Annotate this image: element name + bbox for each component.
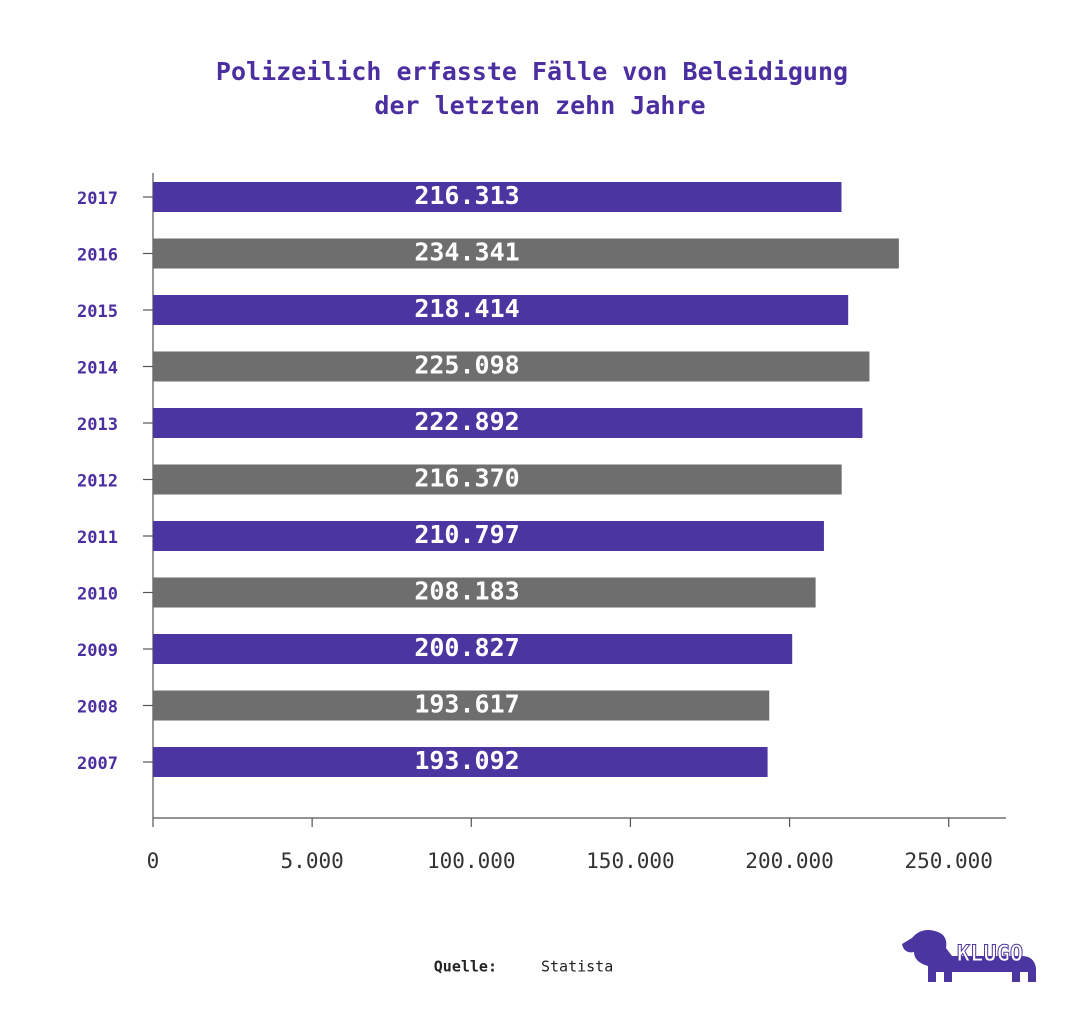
value-label: 193.617 [414, 690, 519, 719]
y-tick-label: 2016 [77, 246, 118, 266]
y-tick-label: 2009 [77, 641, 118, 661]
x-tick-label: 5.000 [281, 849, 344, 873]
bar [153, 408, 863, 438]
y-tick-label: 2015 [77, 302, 118, 322]
chart-title: Polizeilich erfasste Fälle von Beleidigu… [216, 57, 848, 86]
bar [153, 238, 899, 269]
value-label: 216.313 [414, 181, 519, 210]
logo: KLUGO [902, 930, 1036, 982]
y-tick-label: 2012 [77, 472, 118, 492]
logo-text: KLUGO [957, 942, 1023, 967]
bar [153, 521, 824, 551]
value-label: 210.797 [414, 520, 519, 549]
value-label: 218.414 [414, 294, 519, 323]
value-label: 193.092 [414, 746, 519, 775]
bar [153, 747, 768, 777]
y-tick-label: 2017 [77, 189, 118, 209]
value-label: 208.183 [414, 577, 519, 606]
y-tick-label: 2007 [77, 754, 118, 774]
x-tick-label: 150.000 [586, 849, 675, 873]
value-label: 222.892 [414, 407, 519, 436]
y-tick-label: 2013 [77, 415, 118, 435]
x-tick-label: 0 [147, 849, 160, 873]
y-tick-label: 2010 [77, 585, 118, 605]
value-label: 200.827 [414, 633, 519, 662]
y-tick-label: 2014 [77, 359, 118, 379]
source: Statista [541, 958, 613, 976]
x-tick-label: 200.000 [745, 849, 834, 873]
y-tick-label: 2011 [77, 528, 118, 548]
source-label: Quelle: [434, 958, 497, 976]
value-label: 216.370 [414, 464, 519, 493]
bar [153, 182, 842, 212]
bar [153, 690, 770, 721]
bar [153, 351, 870, 382]
bar [153, 464, 842, 495]
x-tick-label: 100.000 [427, 849, 516, 873]
chart-title: der letzten zehn Jahre [374, 91, 705, 120]
logo-dog [902, 930, 1036, 982]
bar [153, 634, 793, 664]
y-tick-label: 2008 [77, 698, 118, 718]
x-tick-label: 250.000 [904, 849, 993, 873]
value-label: 225.098 [414, 351, 519, 380]
bar [153, 577, 816, 608]
bar [153, 295, 849, 325]
value-label: 234.341 [414, 238, 519, 267]
